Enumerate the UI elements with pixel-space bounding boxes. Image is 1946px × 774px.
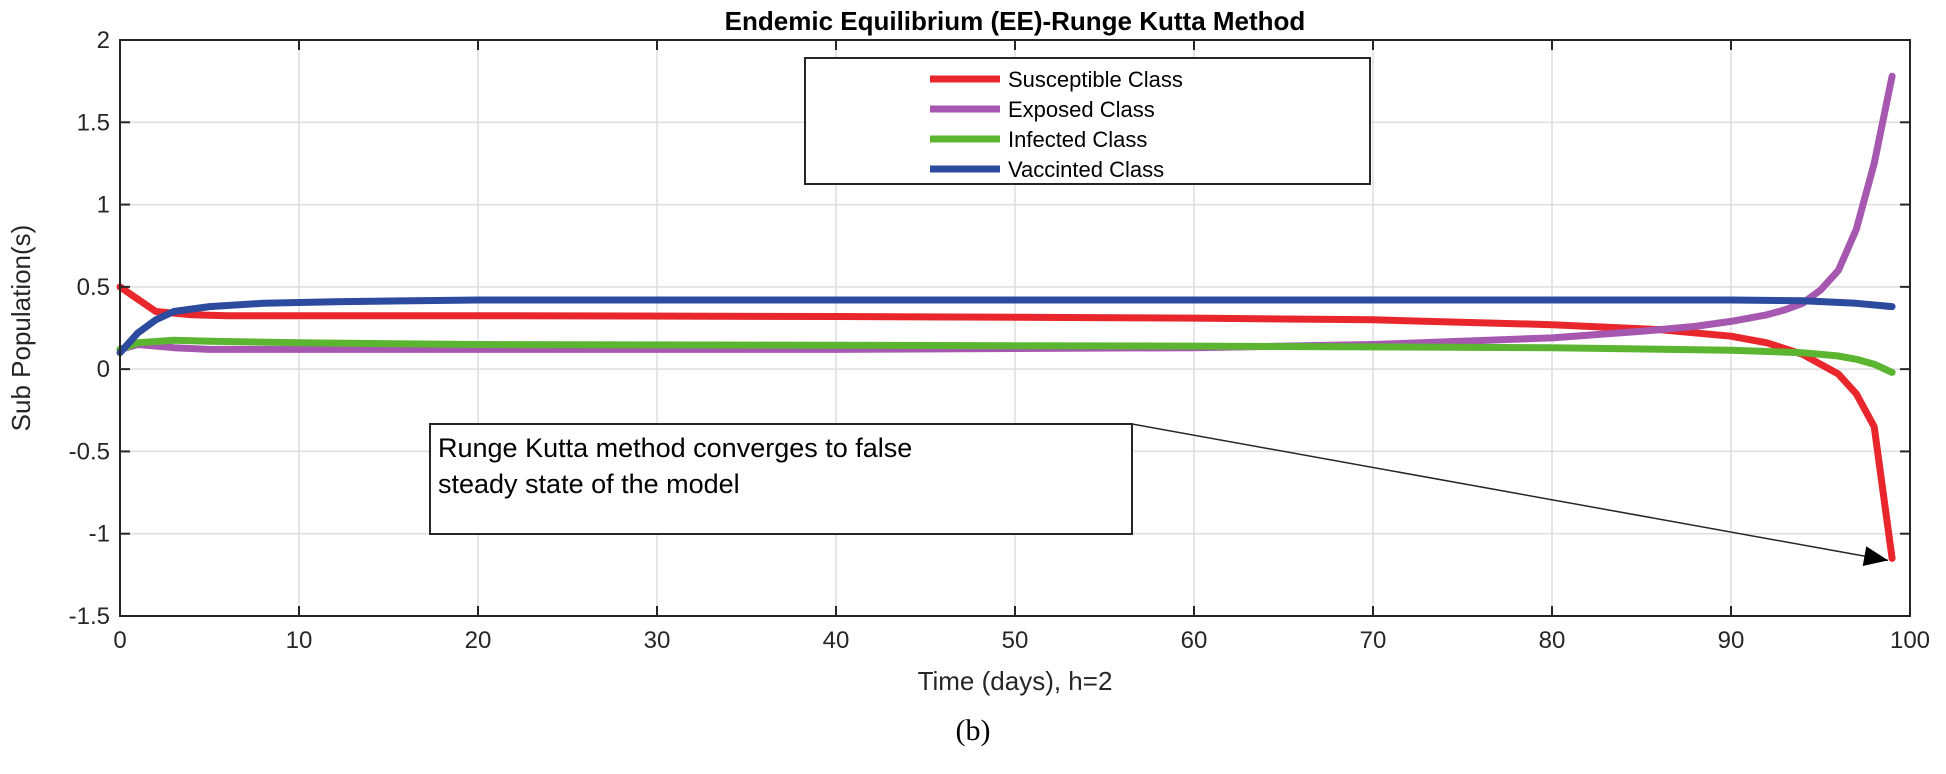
annotation-text-line: steady state of the model [438, 469, 740, 499]
annotation-arrow-head [1862, 546, 1889, 566]
y-axis-label: Sub Population(s) [6, 225, 36, 432]
y-tick-label: 1 [97, 192, 110, 219]
legend-box [804, 57, 1371, 185]
x-tick-label: 20 [465, 627, 492, 654]
legend-label-exposed-class: Exposed Class [1008, 97, 1155, 122]
series-group [116, 72, 1896, 562]
legend: Susceptible Class Exposed Class Infected C… [804, 57, 1371, 185]
y-tick-label: 2 [97, 27, 110, 54]
series-line-infected-class [116, 336, 1896, 376]
legend-label-vaccinted-class: Vaccinted Class [1008, 157, 1164, 182]
series-line-susceptible-class [116, 283, 1896, 562]
x-tick-label: 40 [823, 627, 850, 654]
x-axis-label: Time (days), h=2 [918, 666, 1113, 696]
annotation-text-line: Runge Kutta method converges to false [438, 433, 912, 463]
x-tick-label: 100 [1890, 627, 1930, 654]
tick-group: 0 10 20 30 40 50 60 70 80 90 100 -1.5 -1 -0.5 0 0.5 1 1.5… [69, 27, 1930, 654]
chart-title: Endemic Equilibrium (EE)-Runge Kutta Met… [725, 6, 1306, 36]
y-tick-label: -0.5 [69, 438, 110, 465]
y-tick-label: 0.5 [77, 274, 110, 301]
x-tick-label: 90 [1718, 627, 1745, 654]
y-tick-label: 1.5 [77, 109, 110, 136]
x-tick-label: 60 [1181, 627, 1208, 654]
legend-label-susceptible-class: Susceptible Class [1008, 67, 1183, 92]
x-tick-label: 30 [644, 627, 671, 654]
x-tick-label: 50 [1002, 627, 1029, 654]
x-tick-label: 10 [286, 627, 313, 654]
y-tick-label: -1.5 [69, 603, 110, 630]
y-tick-label: -1 [89, 521, 110, 548]
annotation-box [429, 423, 1133, 535]
series-line-exposed-class [116, 72, 1896, 353]
figure-caption: (b) [955, 714, 991, 747]
annotation-arrow-line [1131, 423, 1889, 562]
x-tick-label: 80 [1539, 627, 1566, 654]
annotation: Runge Kutta method converges to false ste… [429, 423, 1889, 566]
x-tick-label: 0 [113, 627, 126, 654]
legend-label-infected-class: Infected Class [1008, 127, 1147, 152]
x-tick-label: 70 [1360, 627, 1387, 654]
y-tick-label: 0 [97, 356, 110, 383]
series-line-vaccinted-class [116, 296, 1896, 357]
